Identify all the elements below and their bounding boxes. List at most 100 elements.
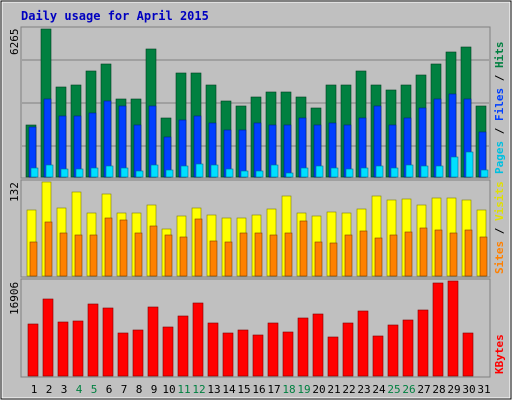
bar-kbytes-17	[267, 322, 279, 377]
bar-pages-12	[195, 163, 204, 178]
bar-sites-18	[284, 232, 293, 277]
bar-sites-23	[359, 230, 368, 277]
day-labels: 1 2 3 4 5 6 7 8 9 10 11 12 13 14 15 16 17 18 19 20 21 22 23 24 2…	[31, 383, 491, 396]
bar-kbytes-26	[402, 319, 414, 377]
bar-kbytes-25	[387, 324, 399, 377]
bar-sites-31	[479, 236, 488, 277]
day-label-2: 2	[46, 383, 53, 396]
day-label-21: 21	[327, 383, 340, 396]
ylabel-sep-1: /	[493, 121, 506, 141]
day-label-1: 1	[31, 383, 38, 396]
bar-files-5	[88, 112, 97, 178]
bar-sites-27	[419, 227, 428, 277]
bar-pages-31	[480, 169, 489, 178]
bar-sites-8	[134, 232, 143, 277]
bar-kbytes-28	[432, 282, 444, 377]
bar-pages-27	[420, 165, 429, 178]
bar-kbytes-2	[42, 298, 54, 377]
day-label-9: 9	[151, 383, 158, 396]
bar-pages-10	[165, 169, 174, 178]
bar-kbytes-23	[357, 310, 369, 377]
bar-files-16	[253, 122, 262, 178]
ylabel-sites: Sites	[493, 241, 506, 274]
bar-kbytes-19	[297, 317, 309, 377]
bar-pages-24	[375, 165, 384, 178]
bar-sites-10	[164, 234, 173, 277]
bar-sites-4	[74, 234, 83, 277]
hits-ytick-max: 6265	[8, 29, 21, 56]
bar-sites-25	[389, 234, 398, 277]
day-label-28: 28	[432, 383, 445, 396]
bar-kbytes-10	[162, 326, 174, 377]
ylabel-sep-2: /	[493, 68, 506, 88]
day-label-12: 12	[192, 383, 205, 396]
bar-kbytes-20	[312, 313, 324, 377]
bar-kbytes-8	[132, 329, 144, 377]
day-label-22: 22	[342, 383, 355, 396]
bar-pages-7	[120, 167, 129, 178]
day-label-16: 16	[252, 383, 265, 396]
bar-kbytes-5	[87, 303, 99, 377]
day-label-14: 14	[222, 383, 236, 396]
day-label-4: 4	[76, 383, 83, 396]
day-label-3: 3	[61, 383, 68, 396]
bar-sites-29	[449, 232, 458, 277]
bar-pages-18	[285, 172, 294, 178]
bar-sites-16	[254, 232, 263, 277]
bar-files-3	[58, 115, 67, 178]
day-label-29: 29	[447, 383, 460, 396]
bar-pages-5	[90, 167, 99, 178]
day-label-10: 10	[162, 383, 175, 396]
bar-files-7	[118, 105, 127, 178]
bar-kbytes-27	[417, 309, 429, 377]
bar-sites-28	[434, 229, 443, 277]
bar-sites-6	[104, 217, 113, 277]
ylabel-hits: Hits	[493, 42, 506, 69]
bar-kbytes-9	[147, 306, 159, 377]
day-label-20: 20	[312, 383, 325, 396]
bar-sites-11	[179, 236, 188, 277]
bar-sites-9	[149, 225, 158, 277]
bar-kbytes-16	[252, 334, 264, 377]
bar-pages-30	[465, 151, 474, 178]
bar-pages-6	[105, 165, 114, 178]
bar-sites-22	[344, 234, 353, 277]
visits-ytick-max: 132	[8, 182, 21, 202]
bar-pages-21	[330, 167, 339, 178]
bar-sites-15	[239, 232, 248, 277]
day-label-5: 5	[91, 383, 98, 396]
bar-kbytes-11	[177, 315, 189, 377]
bar-sites-13	[209, 240, 218, 277]
bar-kbytes-13	[207, 322, 219, 377]
bar-pages-1	[30, 167, 39, 178]
bar-pages-26	[405, 164, 414, 178]
bars	[25, 28, 489, 377]
bar-kbytes-6	[102, 307, 114, 377]
bar-pages-22	[345, 168, 354, 178]
day-label-30: 30	[462, 383, 475, 396]
ylabel-visits: Visits	[493, 181, 506, 221]
ylabel-pages: Pages	[493, 141, 506, 174]
bar-pages-19	[300, 167, 309, 178]
bar-kbytes-14	[222, 332, 234, 377]
bar-kbytes-1	[27, 323, 39, 377]
day-label-8: 8	[136, 383, 143, 396]
day-label-19: 19	[297, 383, 310, 396]
bar-files-15	[238, 129, 247, 178]
day-label-24: 24	[372, 383, 386, 396]
day-label-27: 27	[417, 383, 430, 396]
bar-files-18	[283, 124, 292, 178]
bar-sites-12	[194, 218, 203, 277]
bar-pages-16	[255, 170, 264, 178]
day-label-26: 26	[402, 383, 415, 396]
bar-kbytes-4	[72, 320, 84, 377]
bar-files-4	[73, 115, 82, 178]
ylabel-kbytes: KBytes	[493, 334, 506, 374]
bar-kbytes-22	[342, 322, 354, 377]
bar-files-8	[133, 124, 142, 178]
bar-pages-9	[150, 164, 159, 178]
bar-pages-20	[315, 165, 324, 178]
bar-pages-17	[270, 164, 279, 178]
